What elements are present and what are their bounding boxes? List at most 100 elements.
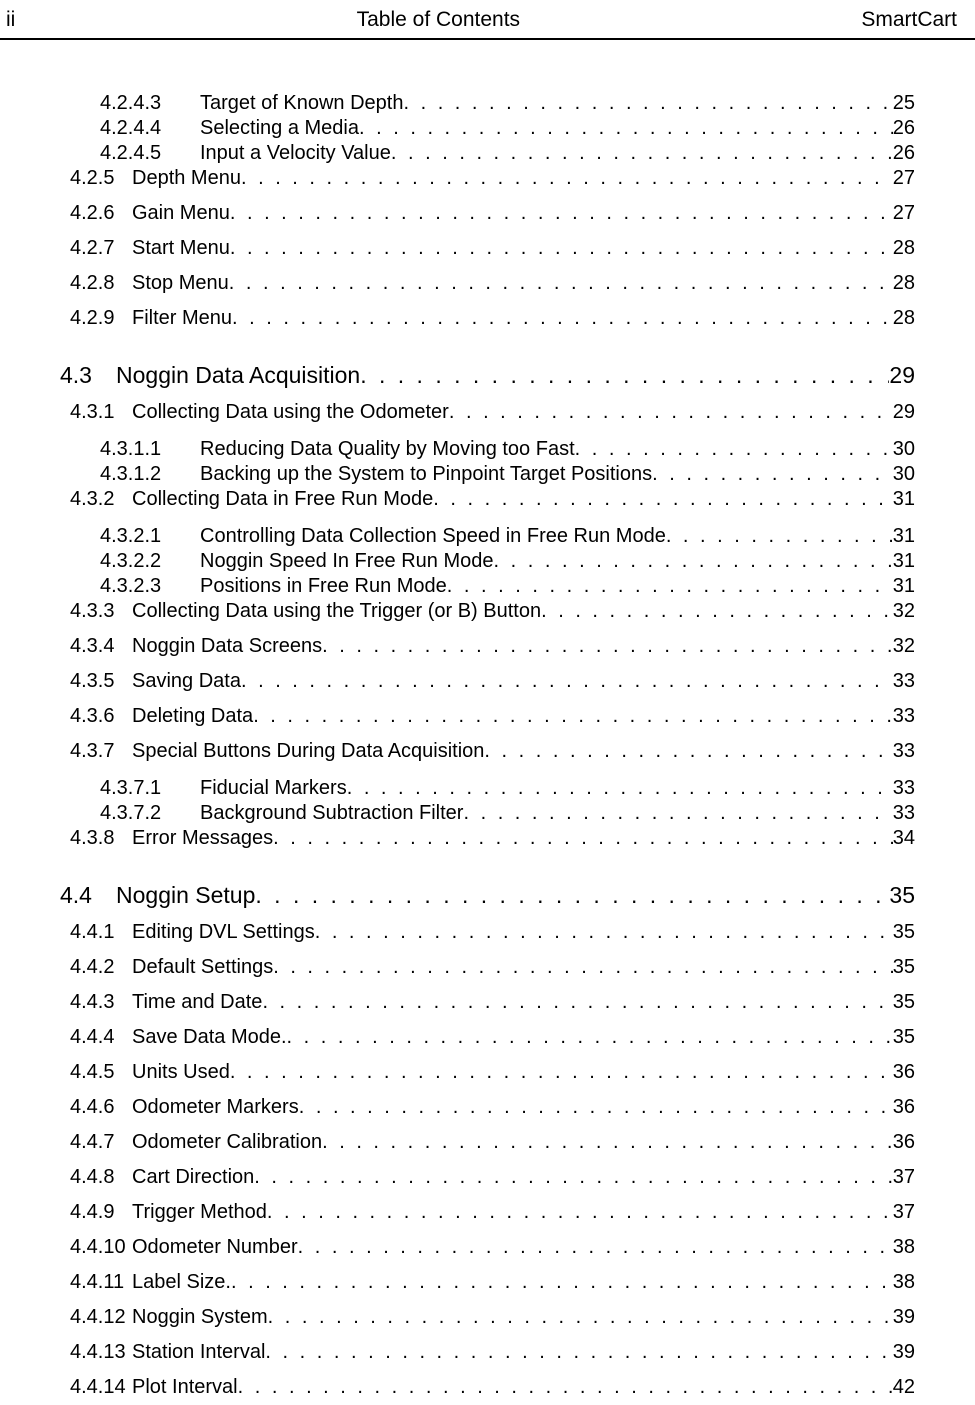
toc-entry-number: 4.3.4 xyxy=(70,635,132,658)
toc-dot-leader xyxy=(273,956,893,979)
toc-entry-title: Editing DVL Settings xyxy=(132,921,315,944)
toc-entry: 4.4.13Station Interval39 xyxy=(70,1341,915,1364)
toc-dot-leader xyxy=(347,777,893,800)
toc-entry-title: Target of Known Depth xyxy=(200,92,403,115)
toc-dot-leader xyxy=(299,1096,893,1119)
toc-dot-leader xyxy=(273,827,893,850)
toc-content: 4.2.4.3Target of Known Depth254.2.4.4Sel… xyxy=(0,40,975,1399)
toc-entry-title: Stop Menu xyxy=(132,272,229,295)
toc-dot-leader xyxy=(652,463,893,486)
toc-entry-number: 4.2.4.3 xyxy=(100,92,200,115)
toc-entry-page: 31 xyxy=(893,575,915,598)
toc-dot-leader xyxy=(322,1131,893,1154)
toc-entry-page: 36 xyxy=(893,1061,915,1084)
toc-entry: 4.3Noggin Data Acquisition29 xyxy=(60,362,915,389)
toc-entry-title: Gain Menu xyxy=(132,202,230,225)
toc-dot-leader xyxy=(298,1236,893,1259)
toc-entry-page: 33 xyxy=(893,777,915,800)
toc-dot-leader xyxy=(287,1026,893,1049)
toc-dot-leader xyxy=(268,1306,893,1329)
toc-entry: 4.4.5Units Used36 xyxy=(70,1061,915,1084)
toc-entry-number: 4.2.6 xyxy=(70,202,132,225)
toc-dot-leader xyxy=(229,272,893,295)
toc-entry-number: 4.3.7.2 xyxy=(100,802,200,825)
toc-entry: 4.4.2Default Settings35 xyxy=(70,956,915,979)
toc-entry-number: 4.4.2 xyxy=(70,956,132,979)
toc-entry: 4.4.7Odometer Calibration36 xyxy=(70,1131,915,1154)
toc-entry: 4.4.12Noggin System39 xyxy=(70,1306,915,1329)
toc-entry-number: 4.3.2.2 xyxy=(100,550,200,573)
toc-entry-number: 4.4.11 xyxy=(70,1271,132,1294)
toc-dot-leader xyxy=(262,991,892,1014)
toc-entry-page: 35 xyxy=(893,991,915,1014)
toc-entry-number: 4.2.9 xyxy=(70,307,132,330)
toc-entry-page: 27 xyxy=(893,167,915,190)
toc-entry-title: Special Buttons During Data Acquisition xyxy=(132,740,484,763)
toc-entry-number: 4.2.7 xyxy=(70,237,132,260)
toc-entry-page: 34 xyxy=(893,827,915,850)
toc-dot-leader xyxy=(666,525,893,548)
toc-entry: 4.3.2Collecting Data in Free Run Mode31 xyxy=(70,488,915,511)
toc-entry-page: 35 xyxy=(893,1026,915,1049)
toc-entry-number: 4.3.5 xyxy=(70,670,132,693)
toc-entry: 4.3.7Special Buttons During Data Acquisi… xyxy=(70,740,915,763)
toc-entry-title: Saving Data xyxy=(132,670,241,693)
toc-entry-number: 4.4.6 xyxy=(70,1096,132,1119)
toc-entry-page: 42 xyxy=(893,1376,915,1399)
toc-entry: 4.3.2.3Positions in Free Run Mode31 xyxy=(100,575,915,598)
toc-entry-number: 4.4.7 xyxy=(70,1131,132,1154)
toc-entry-page: 37 xyxy=(893,1201,915,1224)
toc-entry-title: Trigger Method xyxy=(132,1201,267,1224)
toc-entry: 4.2.6Gain Menu27 xyxy=(70,202,915,225)
toc-entry-number: 4.3.1.1 xyxy=(100,438,200,461)
toc-entry-title: Odometer Markers xyxy=(132,1096,299,1119)
toc-entry: 4.3.1.2Backing up the System to Pinpoint… xyxy=(100,463,915,486)
toc-dot-leader xyxy=(230,1061,893,1084)
toc-entry: 4.2.8Stop Menu28 xyxy=(70,272,915,295)
toc-entry: 4.3.2.1Controlling Data Collection Speed… xyxy=(100,525,915,548)
toc-entry-title: Input a Velocity Value xyxy=(200,142,391,165)
toc-entry-number: 4.3.7 xyxy=(70,740,132,763)
toc-entry-page: 26 xyxy=(893,142,915,165)
toc-entry-page: 35 xyxy=(893,921,915,944)
toc-entry: 4.3.7.2Background Subtraction Filter 33 xyxy=(100,802,915,825)
toc-entry-title: Noggin Setup xyxy=(116,882,255,909)
toc-entry-number: 4.3.8 xyxy=(70,827,132,850)
toc-entry-page: 33 xyxy=(893,670,915,693)
toc-dot-leader xyxy=(463,802,892,825)
toc-entry-number: 4.3.1 xyxy=(70,401,132,424)
toc-entry-title: Units Used xyxy=(132,1061,230,1084)
toc-entry-number: 4.4.8 xyxy=(70,1166,132,1189)
toc-dot-leader xyxy=(232,307,893,330)
toc-dot-leader xyxy=(241,167,893,190)
toc-entry: 4.4.1Editing DVL Settings 35 xyxy=(70,921,915,944)
toc-entry: 4.4Noggin Setup35 xyxy=(60,882,915,909)
header-product: SmartCart xyxy=(861,8,957,32)
toc-entry: 4.3.1.1Reducing Data Quality by Moving t… xyxy=(100,438,915,461)
toc-entry-number: 4.4.9 xyxy=(70,1201,132,1224)
toc-entry-page: 39 xyxy=(893,1341,915,1364)
toc-dot-leader xyxy=(433,488,892,511)
toc-entry-title: Collecting Data using the Trigger (or B)… xyxy=(132,600,541,623)
toc-dot-leader xyxy=(241,670,893,693)
toc-entry-page: 33 xyxy=(893,705,915,728)
toc-dot-leader xyxy=(255,882,889,909)
toc-entry-number: 4.3.2.3 xyxy=(100,575,200,598)
toc-entry: 4.4.4Save Data Mode.35 xyxy=(70,1026,915,1049)
header-title: Table of Contents xyxy=(357,8,520,32)
toc-entry-page: 36 xyxy=(893,1096,915,1119)
toc-dot-leader xyxy=(265,1341,892,1364)
toc-entry-page: 28 xyxy=(893,237,915,260)
toc-entry-title: Fiducial Markers xyxy=(200,777,347,800)
toc-entry-number: 4.3.3 xyxy=(70,600,132,623)
toc-entry-page: 33 xyxy=(893,740,915,763)
toc-entry: 4.4.11Label Size.38 xyxy=(70,1271,915,1294)
toc-entry-page: 25 xyxy=(893,92,915,115)
toc-entry-title: Station Interval xyxy=(132,1341,265,1364)
toc-entry-page: 28 xyxy=(893,307,915,330)
toc-entry-title: Odometer Calibration xyxy=(132,1131,322,1154)
toc-entry-title: Collecting Data using the Odometer xyxy=(132,401,449,424)
toc-entry: 4.3.7.1Fiducial Markers33 xyxy=(100,777,915,800)
toc-entry-title: Noggin Data Acquisition xyxy=(116,362,360,389)
toc-dot-leader xyxy=(230,237,893,260)
